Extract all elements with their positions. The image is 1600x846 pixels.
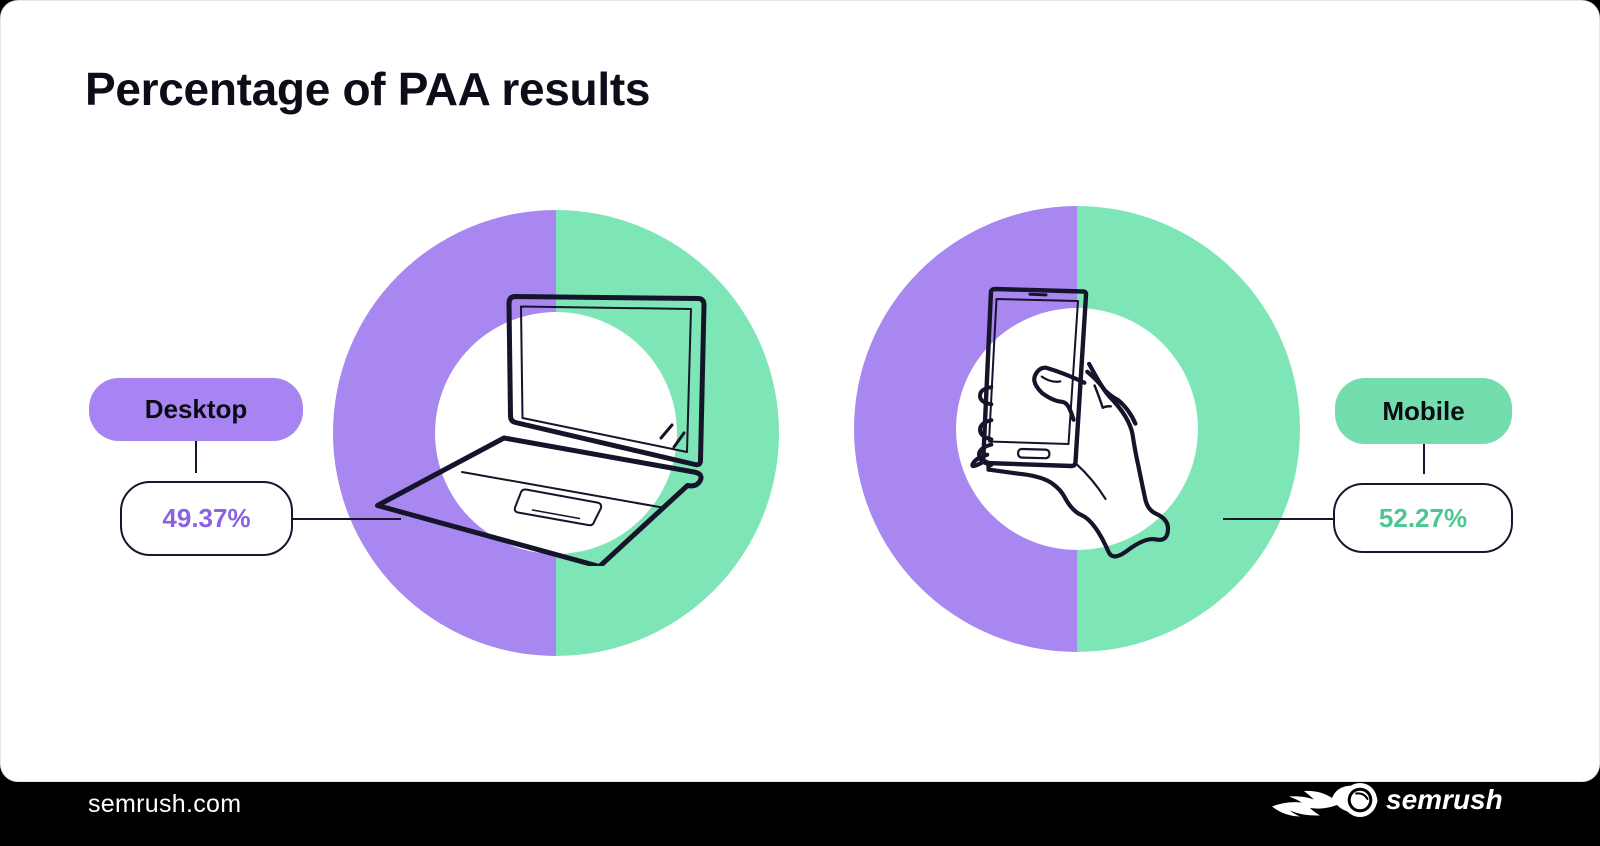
svg-text:semrush: semrush xyxy=(1386,784,1503,815)
